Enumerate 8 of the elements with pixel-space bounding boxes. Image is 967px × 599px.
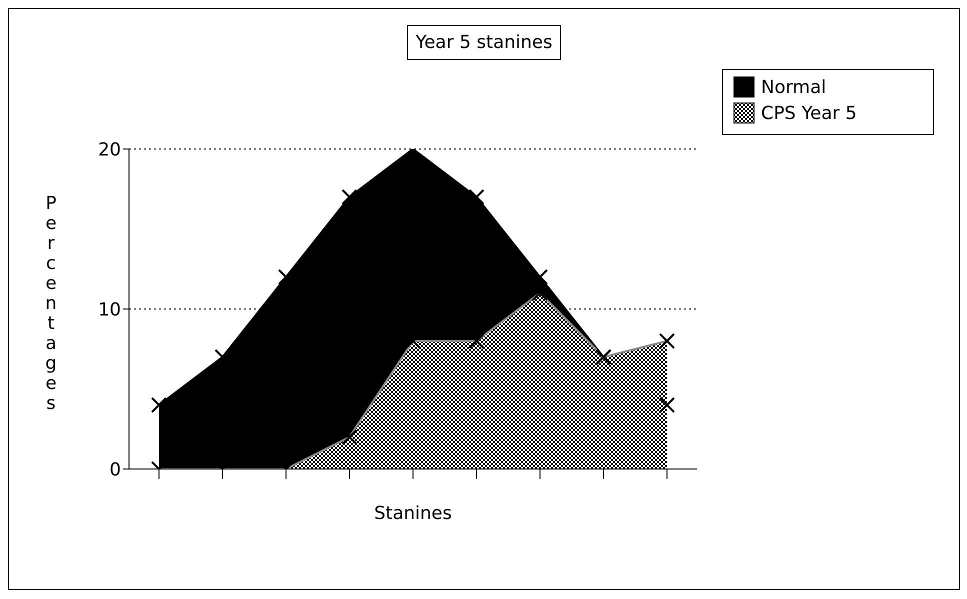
legend-label: Normal [761,76,826,98]
x-axis-title: Stanines [374,503,452,524]
text: Percentages [45,193,57,414]
y-tick-label: 10 [98,299,121,320]
chart-title: Year 5 stanines [406,25,562,60]
y-tick-label: 0 [110,459,121,480]
y-tick-label: 20 [98,139,121,160]
legend-label: CPS Year 5 [761,102,857,124]
